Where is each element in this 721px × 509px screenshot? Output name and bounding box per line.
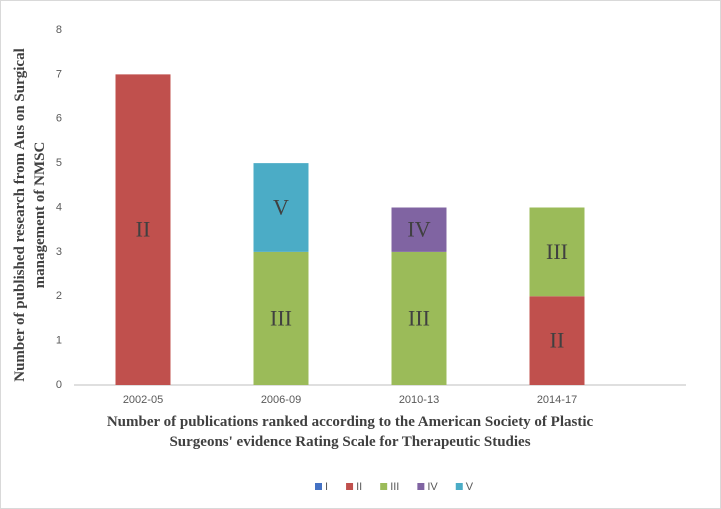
segment-label: III xyxy=(408,305,430,330)
y-tick-label: 7 xyxy=(56,68,62,80)
legend-swatch xyxy=(346,483,354,490)
bar-segment xyxy=(391,207,447,252)
legend-label: III xyxy=(390,481,399,493)
segment-label: III xyxy=(546,239,568,264)
y-tick-label: 1 xyxy=(56,335,62,347)
segment-label: II xyxy=(136,217,151,242)
bar-segment xyxy=(529,207,585,297)
segment-label: IV xyxy=(407,217,430,242)
y-tick-label: 5 xyxy=(56,157,62,169)
legend-swatch xyxy=(417,483,425,490)
x-tick-label: 2006-09 xyxy=(261,394,301,406)
bar-segment xyxy=(391,251,447,385)
bar-segment xyxy=(115,74,171,385)
x-tick-label: 2014-17 xyxy=(537,394,577,406)
x-tick-label: 2002-05 xyxy=(123,394,163,406)
bar-segment xyxy=(253,251,309,385)
x-tick-label: 2010-13 xyxy=(399,394,439,406)
x-axis-title: Number of publications ranked according … xyxy=(106,414,594,450)
segment-label: II xyxy=(550,328,565,353)
segment-label: III xyxy=(270,305,292,330)
legend-label: I xyxy=(325,481,328,493)
segment-label: V xyxy=(273,195,289,220)
legend-label: II xyxy=(356,481,362,493)
y-tick-label: 0 xyxy=(56,379,62,391)
y-tick-label: 8 xyxy=(56,24,62,36)
legend-swatch xyxy=(455,483,463,490)
legend-swatch xyxy=(380,483,388,490)
legend-label: V xyxy=(466,481,474,493)
y-axis-title: Number of published research from Aus on… xyxy=(12,48,48,382)
legend-label: IV xyxy=(427,481,438,493)
legend-swatch xyxy=(315,483,322,490)
y-tick-label: 3 xyxy=(56,246,62,258)
bar-segment xyxy=(529,296,585,385)
y-tick-label: 2 xyxy=(56,290,62,302)
y-tick-label: 6 xyxy=(56,113,62,125)
bar-segment xyxy=(253,163,309,252)
y-tick-label: 4 xyxy=(56,201,62,213)
